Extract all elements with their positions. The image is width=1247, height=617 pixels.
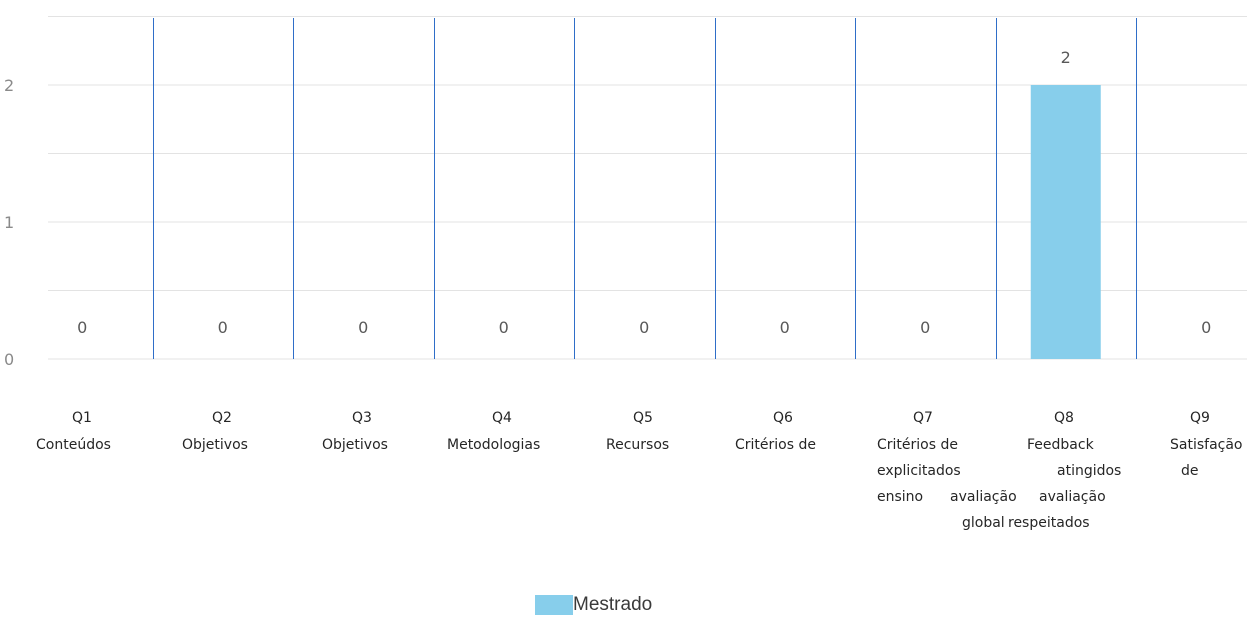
cat-label-line: Recursos: [606, 437, 670, 453]
data-labels: 0 0 0 0 0 0 0 2 0: [77, 48, 1211, 337]
y-axis-ticks: 0 1 2: [4, 76, 14, 369]
cat-label-line: Metodologias: [447, 437, 541, 453]
cat-label-line: Q2: [212, 410, 232, 426]
cat-label-line: Objetivos: [182, 437, 248, 453]
cat-label-line: Conteúdos: [36, 437, 111, 453]
data-label: 0: [499, 318, 509, 337]
cat-label-line: ensino: [877, 489, 924, 505]
cat-label-line: Q8: [1054, 410, 1074, 426]
data-label: 0: [218, 318, 228, 337]
y-tick-label: 0: [4, 350, 14, 369]
cat-label-line: avaliação: [950, 489, 1017, 505]
cat-label-line: Critérios de: [877, 437, 958, 453]
cat-label-line: Feedback: [1027, 437, 1094, 453]
cat-label-line: Q6: [773, 410, 793, 426]
data-label: 0: [77, 318, 87, 337]
cat-label-line: Q1: [72, 410, 92, 426]
cat-label-line: Q3: [352, 410, 372, 426]
data-label: 0: [920, 318, 930, 337]
cat-label-line: Satisfação: [1170, 437, 1243, 453]
cat-label-line: Q9: [1190, 410, 1210, 426]
data-label: 0: [1201, 318, 1211, 337]
cat-label-line: explicitados: [877, 463, 961, 479]
cat-label-line: avaliação: [1039, 489, 1106, 505]
bars: [1030, 85, 1101, 359]
data-label: 0: [780, 318, 790, 337]
legend-swatch: [535, 595, 573, 615]
cat-label-line: Critérios de: [735, 437, 816, 453]
data-label: 0: [639, 318, 649, 337]
bar: [1030, 85, 1101, 359]
data-label: 2: [1061, 48, 1071, 67]
cat-label-line: Q7: [913, 410, 933, 426]
cat-label-line: respeitados: [1008, 515, 1090, 531]
cat-label-line: atingidos: [1057, 463, 1122, 479]
cat-label-line: global: [962, 515, 1005, 531]
category-separators: [153, 18, 1137, 359]
y-tick-label: 1: [4, 213, 14, 232]
cat-label-line: Objetivos: [322, 437, 388, 453]
y-tick-label: 2: [4, 76, 14, 95]
cat-label-line: Q5: [633, 410, 653, 426]
legend: Mestrado: [535, 595, 652, 617]
cat-label-line: Q4: [492, 410, 512, 426]
legend-label-mestrado: Mestrado: [573, 594, 653, 615]
cat-label-line: de: [1181, 463, 1199, 479]
data-label: 0: [358, 318, 368, 337]
